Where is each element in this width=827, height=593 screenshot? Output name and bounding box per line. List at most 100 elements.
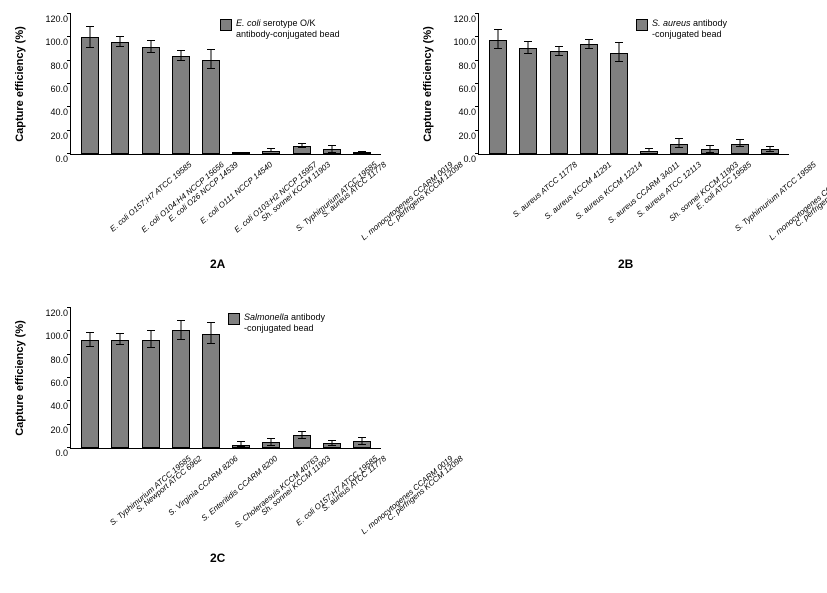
bar-wrap: [135, 14, 165, 154]
y-tick-label: 0.0: [33, 154, 71, 164]
error-cap: [298, 438, 306, 439]
bar: [81, 37, 99, 154]
x-tick-label: S. Newport ATCC 6962: [134, 454, 203, 514]
legend-text: S. aureus antibody-conjugated bead: [652, 18, 727, 40]
error-cap: [766, 151, 774, 152]
bar: [111, 340, 129, 449]
bar: [172, 56, 190, 154]
panel-2C: Capture efficiency (%)0.020.040.060.080.…: [10, 298, 400, 548]
y-tick-label: 80.0: [33, 355, 71, 365]
error-bar: [90, 27, 91, 48]
bar-wrap: [75, 14, 105, 154]
error-cap: [358, 153, 366, 154]
error-cap: [237, 446, 245, 447]
legend: E. coli serotype O/Kantibody-conjugated …: [220, 18, 340, 40]
x-tick-label: S. Typhimurium ATCC 19585: [108, 454, 193, 527]
y-tick-label: 80.0: [441, 61, 479, 71]
error-cap: [736, 146, 744, 147]
y-tick-label: 100.0: [33, 37, 71, 47]
error-cap: [177, 50, 185, 51]
error-cap: [267, 445, 275, 446]
error-bar: [618, 43, 619, 62]
error-cap: [86, 346, 94, 347]
panel-tag: 2A: [210, 257, 225, 271]
x-tick-label: C. perfrigens KCCM 12098: [385, 454, 464, 523]
bar-wrap: [75, 308, 105, 448]
x-tick-label: S. aureus ATCC 11778: [511, 160, 579, 219]
error-bar: [150, 331, 151, 347]
y-tick-label: 60.0: [441, 84, 479, 94]
y-tick-label: 80.0: [33, 61, 71, 71]
error-cap: [706, 145, 714, 146]
y-tick-label: 100.0: [441, 37, 479, 47]
panel-tag: 2B: [618, 257, 633, 271]
y-tick-label: 120.0: [33, 308, 71, 318]
bar-wrap: [574, 14, 604, 154]
bar: [142, 340, 160, 449]
bar-wrap: [105, 14, 135, 154]
bar: [142, 47, 160, 154]
y-tick-label: 0.0: [441, 154, 479, 164]
error-bar: [210, 323, 211, 344]
y-tick-label: 60.0: [33, 84, 71, 94]
y-tick-label: 60.0: [33, 378, 71, 388]
error-cap: [645, 148, 653, 149]
error-cap: [147, 347, 155, 348]
error-cap: [147, 40, 155, 41]
error-cap: [675, 138, 683, 139]
error-cap: [328, 445, 336, 446]
error-cap: [207, 322, 215, 323]
error-cap: [177, 60, 185, 61]
legend-swatch: [636, 19, 648, 31]
error-cap: [207, 68, 215, 69]
error-bar: [498, 30, 499, 49]
error-cap: [524, 41, 532, 42]
y-tick-label: 100.0: [33, 331, 71, 341]
bar-wrap: [135, 308, 165, 448]
error-cap: [147, 330, 155, 331]
bar-wrap: [166, 308, 196, 448]
chart-2A: Capture efficiency (%)0.020.040.060.080.…: [10, 4, 400, 254]
bar: [580, 44, 598, 154]
bar-wrap: [196, 308, 226, 448]
legend-swatch: [220, 19, 232, 31]
error-cap: [116, 46, 124, 47]
bar-wrap: [543, 14, 573, 154]
bar-wrap: [604, 14, 634, 154]
legend: Salmonella antibody-conjugated bead: [228, 312, 325, 334]
bars-container: [71, 308, 381, 448]
error-cap: [555, 55, 563, 56]
legend: S. aureus antibody-conjugated bead: [636, 18, 727, 40]
error-cap: [116, 333, 124, 334]
bar-wrap: [513, 14, 543, 154]
bar-wrap: [483, 14, 513, 154]
bar-wrap: [347, 14, 377, 154]
bar: [111, 42, 129, 154]
error-cap: [494, 48, 502, 49]
x-labels: S. Typhimurium ATCC 19585S. Newport ATCC…: [70, 450, 380, 540]
error-cap: [116, 36, 124, 37]
error-cap: [358, 151, 366, 152]
bar-wrap: [347, 308, 377, 448]
chart-2C: Capture efficiency (%)0.020.040.060.080.…: [10, 298, 400, 548]
error-cap: [298, 147, 306, 148]
y-axis-label: Capture efficiency (%): [420, 14, 436, 154]
error-cap: [328, 145, 336, 146]
error-cap: [207, 343, 215, 344]
error-cap: [358, 437, 366, 438]
error-cap: [358, 444, 366, 445]
panel-tag: 2C: [210, 551, 225, 565]
y-tick-label: 120.0: [441, 14, 479, 24]
error-cap: [298, 143, 306, 144]
error-cap: [177, 320, 185, 321]
bars-container: [479, 14, 789, 154]
y-axis-label: Capture efficiency (%): [12, 308, 28, 448]
legend-text: E. coli serotype O/Kantibody-conjugated …: [236, 18, 340, 40]
bar: [519, 48, 537, 154]
bar: [81, 340, 99, 449]
x-labels: S. aureus ATCC 11778S. aureus KCCM 41291…: [478, 156, 788, 246]
y-tick-label: 0.0: [33, 448, 71, 458]
error-cap: [615, 61, 623, 62]
error-cap: [706, 152, 714, 153]
error-cap: [147, 52, 155, 53]
